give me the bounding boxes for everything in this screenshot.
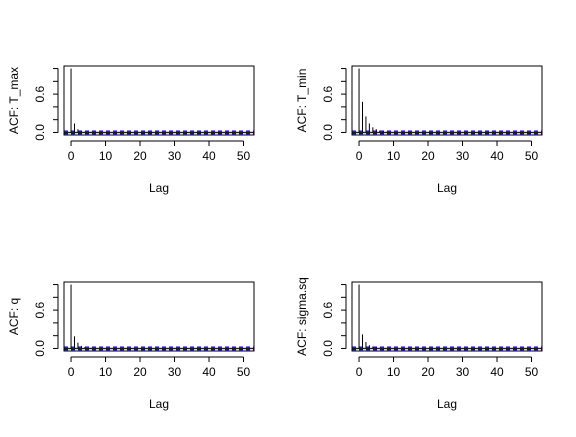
x-axis-title: Lag: [149, 181, 169, 195]
x-tick-label: 0: [356, 149, 363, 163]
y-tick-label: 0.0: [33, 124, 47, 141]
x-tick-label: 30: [168, 149, 182, 163]
x-tick-label: 20: [421, 149, 435, 163]
y-tick-label: 0.6: [33, 85, 47, 102]
acf-panel: 0 10 20 30 40 50 0.0 0.6 Lag ACF: sigma.sq: [295, 277, 543, 411]
x-tick-label: 0: [356, 365, 363, 379]
x-tick-label: 20: [421, 365, 435, 379]
x-tick-label: 40: [202, 149, 216, 163]
x-tick-label: 10: [99, 149, 113, 163]
plot-frame: [63, 281, 255, 352]
y-axis-title: ACF: sigma.sq: [295, 277, 309, 356]
acf-panel: 0 10 20 30 40 50 0.0 0.6 Lag ACF: T_max: [7, 65, 255, 195]
plot-frame: [63, 65, 255, 136]
x-tick-label: 50: [525, 149, 539, 163]
y-tick-label: 0.0: [321, 124, 335, 141]
y-tick-label: 0.6: [321, 301, 335, 318]
x-axis-title: Lag: [437, 181, 457, 195]
x-tick-label: 40: [490, 149, 504, 163]
x-tick-label: 30: [456, 365, 470, 379]
plot-frame: [351, 281, 543, 352]
x-tick-label: 40: [202, 365, 216, 379]
y-axis-title: ACF: T_min: [295, 69, 309, 133]
acf-panel: 0 10 20 30 40 50 0.0 0.6 Lag ACF: T_min: [295, 65, 543, 195]
x-tick-label: 20: [133, 149, 147, 163]
x-axis-title: Lag: [437, 397, 457, 411]
x-tick-label: 10: [387, 149, 401, 163]
x-axis-title: Lag: [149, 397, 169, 411]
x-tick-label: 0: [68, 365, 75, 379]
plot-frame: [351, 65, 543, 136]
x-tick-label: 50: [237, 149, 251, 163]
y-axis-title: ACF: q: [7, 298, 21, 335]
x-tick-label: 20: [133, 365, 147, 379]
x-tick-label: 30: [456, 149, 470, 163]
x-tick-label: 50: [237, 365, 251, 379]
x-tick-label: 0: [68, 149, 75, 163]
x-tick-label: 40: [490, 365, 504, 379]
y-axis-title: ACF: T_max: [7, 67, 21, 134]
x-tick-label: 10: [387, 365, 401, 379]
acf-panel: 0 10 20 30 40 50 0.0 0.6 Lag ACF: q: [7, 281, 255, 411]
x-tick-label: 50: [525, 365, 539, 379]
x-tick-label: 30: [168, 365, 182, 379]
y-tick-label: 0.6: [321, 85, 335, 102]
y-tick-label: 0.0: [321, 340, 335, 357]
x-tick-label: 10: [99, 365, 113, 379]
y-tick-label: 0.6: [33, 301, 47, 318]
y-tick-label: 0.0: [33, 340, 47, 357]
